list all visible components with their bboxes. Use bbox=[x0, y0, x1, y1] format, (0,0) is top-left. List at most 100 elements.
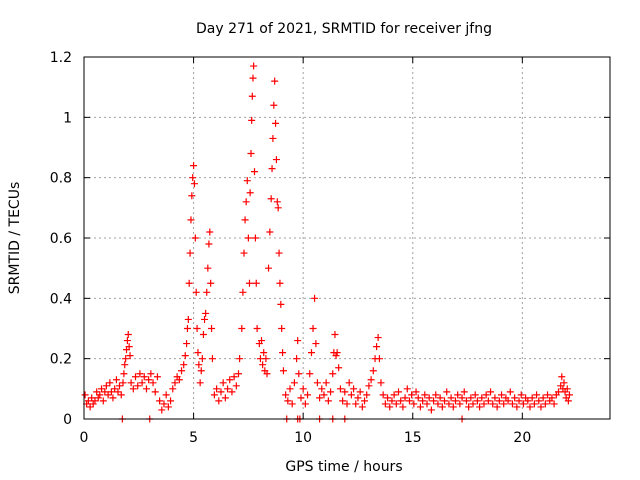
data-point bbox=[88, 394, 96, 402]
data-point bbox=[134, 382, 142, 390]
data-point bbox=[563, 385, 571, 393]
data-point bbox=[324, 397, 332, 405]
data-point bbox=[449, 403, 457, 411]
y-tick-label: 0.2 bbox=[50, 352, 72, 368]
data-point bbox=[350, 385, 358, 393]
data-point bbox=[416, 403, 424, 411]
data-point bbox=[153, 373, 161, 381]
data-point bbox=[104, 391, 112, 399]
data-point bbox=[432, 391, 440, 399]
data-point bbox=[354, 394, 362, 402]
data-point bbox=[186, 249, 194, 257]
data-point bbox=[84, 397, 92, 405]
data-point bbox=[327, 388, 335, 396]
data-point bbox=[335, 364, 343, 372]
data-point bbox=[358, 403, 366, 411]
data-point bbox=[246, 189, 254, 197]
data-point bbox=[250, 62, 258, 70]
data-point bbox=[279, 367, 287, 375]
data-point bbox=[226, 376, 234, 384]
data-point bbox=[251, 168, 259, 176]
data-point bbox=[500, 400, 508, 408]
x-tick-label: 15 bbox=[404, 430, 422, 446]
data-point bbox=[469, 400, 477, 408]
data-point bbox=[493, 403, 501, 411]
data-point bbox=[187, 216, 195, 224]
data-point bbox=[456, 400, 464, 408]
data-point bbox=[204, 264, 212, 272]
data-point bbox=[297, 394, 305, 402]
data-point bbox=[268, 165, 276, 173]
data-point bbox=[127, 379, 135, 387]
data-point bbox=[397, 397, 405, 405]
data-point bbox=[336, 385, 344, 393]
data-point bbox=[230, 373, 238, 381]
data-point bbox=[379, 391, 387, 399]
data-point bbox=[392, 400, 400, 408]
data-point bbox=[106, 379, 114, 387]
data-point bbox=[401, 394, 409, 402]
data-point bbox=[206, 228, 214, 236]
data-point bbox=[427, 406, 435, 414]
data-point bbox=[219, 379, 227, 387]
data-point bbox=[381, 400, 389, 408]
data-point bbox=[98, 385, 106, 393]
data-point bbox=[498, 391, 506, 399]
data-point bbox=[94, 394, 102, 402]
data-point bbox=[158, 406, 166, 414]
data-point bbox=[451, 397, 459, 405]
data-point bbox=[147, 370, 155, 378]
data-point bbox=[203, 288, 211, 296]
data-point bbox=[445, 400, 453, 408]
data-point bbox=[259, 361, 267, 369]
chart-title: Day 271 of 2021, SRMTID for receiver jfn… bbox=[196, 21, 492, 37]
data-point bbox=[190, 180, 198, 188]
data-point bbox=[318, 385, 326, 393]
data-point bbox=[530, 400, 538, 408]
data-point bbox=[180, 361, 188, 369]
data-point bbox=[248, 116, 256, 124]
data-point bbox=[313, 379, 321, 387]
data-point bbox=[524, 397, 532, 405]
data-point bbox=[363, 391, 371, 399]
data-point bbox=[267, 195, 275, 203]
data-point bbox=[251, 234, 259, 242]
y-axis-label: SRMTID / TECUs bbox=[7, 182, 23, 295]
data-point bbox=[162, 391, 170, 399]
data-point bbox=[443, 388, 451, 396]
data-point bbox=[224, 385, 232, 393]
data-point bbox=[235, 370, 243, 378]
data-point bbox=[167, 397, 175, 405]
data-point bbox=[517, 391, 525, 399]
data-point bbox=[423, 400, 431, 408]
data-point bbox=[539, 394, 547, 402]
data-point bbox=[295, 370, 303, 378]
data-point bbox=[151, 388, 159, 396]
data-point bbox=[136, 370, 144, 378]
data-point bbox=[208, 355, 216, 363]
data-point bbox=[560, 379, 568, 387]
data-point bbox=[124, 331, 132, 339]
data-point bbox=[91, 397, 99, 405]
data-point bbox=[408, 391, 416, 399]
data-point bbox=[93, 388, 101, 396]
data-point bbox=[306, 370, 314, 378]
data-point bbox=[265, 264, 273, 272]
data-point bbox=[565, 391, 573, 399]
data-point bbox=[132, 373, 140, 381]
data-point bbox=[403, 385, 411, 393]
data-point bbox=[343, 400, 351, 408]
data-point bbox=[412, 388, 420, 396]
data-point bbox=[558, 373, 566, 381]
data-point bbox=[260, 349, 268, 357]
data-point bbox=[286, 385, 294, 393]
data-point bbox=[122, 355, 130, 363]
data-point bbox=[414, 394, 422, 402]
data-point bbox=[395, 388, 403, 396]
data-point bbox=[156, 397, 164, 405]
data-point bbox=[252, 279, 260, 287]
data-point bbox=[528, 394, 536, 402]
data-point bbox=[253, 325, 261, 332]
data-point bbox=[369, 367, 377, 375]
data-point bbox=[123, 337, 131, 345]
